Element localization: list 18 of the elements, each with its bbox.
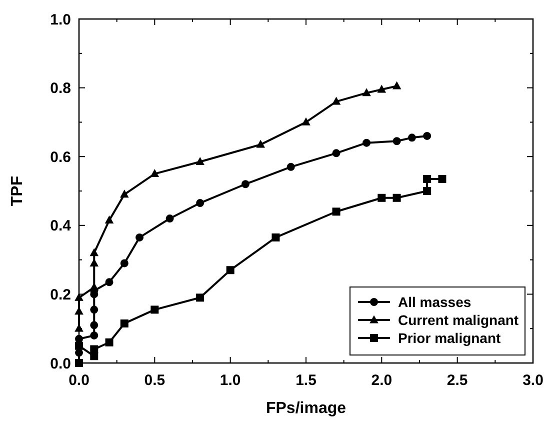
x-tick-label: 0.0: [68, 372, 90, 389]
legend-label: Current malignant: [398, 312, 519, 328]
y-tick-label: 1.0: [50, 11, 71, 28]
legend-label: All masses: [398, 294, 472, 310]
x-tick-label: 3.0: [522, 372, 544, 389]
y-tick-label: 0.4: [50, 218, 72, 235]
x-tick-label: 1.5: [296, 372, 316, 389]
y-tick-label: 0.2: [50, 286, 71, 304]
y-tick-label: 0.8: [50, 80, 71, 98]
y-axis-title: TPF: [9, 176, 26, 206]
x-tick-label: 2.5: [446, 372, 468, 389]
y-tick-label: 0.6: [50, 148, 71, 166]
x-tick-label: 1.0: [220, 372, 241, 389]
legend-label: Prior malignant: [398, 330, 502, 346]
y-tick-label: 0.0: [50, 355, 71, 372]
x-tick-label: 0.5: [144, 372, 166, 389]
x-tick-label: 2.0: [371, 372, 392, 389]
x-axis-title: FPs/image: [266, 400, 346, 417]
